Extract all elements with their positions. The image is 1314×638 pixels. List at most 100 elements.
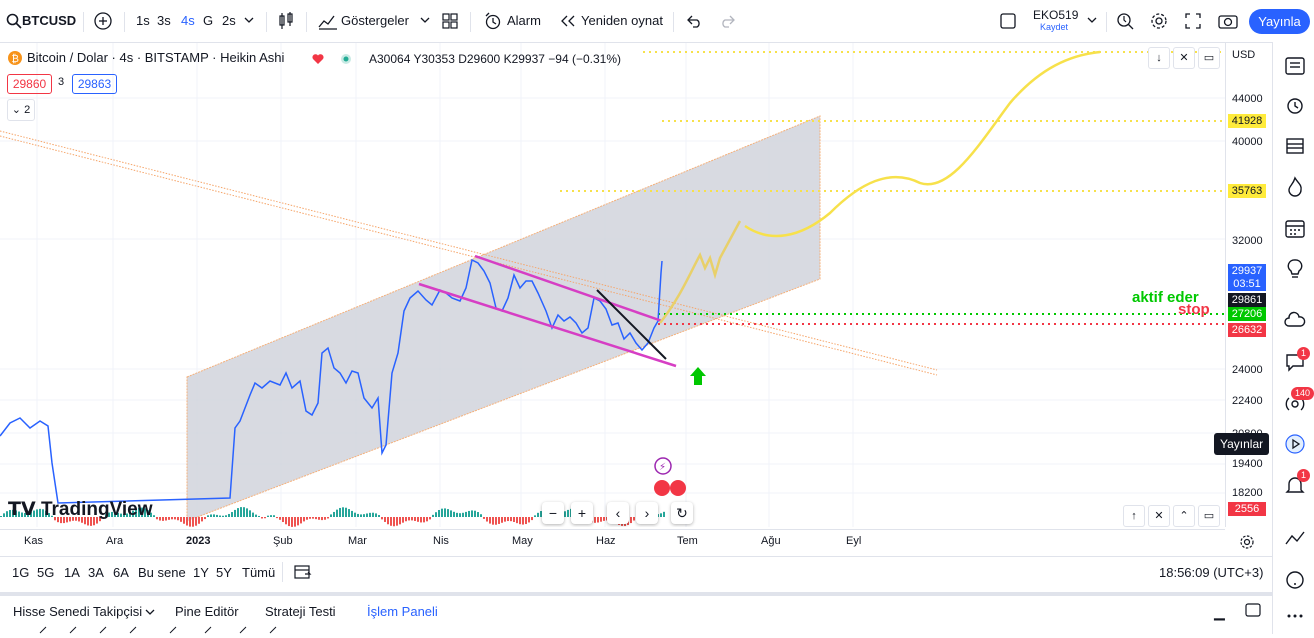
quick-search-icon[interactable] [1116, 12, 1134, 30]
ask-price[interactable]: 29863 [72, 74, 117, 94]
interval-1s[interactable]: 1s [136, 13, 150, 28]
layout-name[interactable]: EKO519 [1033, 8, 1079, 22]
heart-icon[interactable] [312, 53, 324, 65]
tab-strategy-tester[interactable]: Strateji Testi [265, 604, 336, 619]
range-5d[interactable]: 5G [37, 565, 55, 580]
range-5y[interactable]: 5Y [216, 565, 232, 580]
alarm-clock-icon[interactable] [1284, 94, 1306, 116]
indicators-button[interactable]: Göstergeler [341, 13, 409, 28]
indicator-count: 2 [24, 104, 31, 116]
interval-2s[interactable]: 2s [222, 13, 236, 28]
layout-save-label[interactable]: Kaydet [1040, 22, 1069, 32]
close-indicator-button[interactable]: ✕ [1148, 505, 1170, 527]
camera-icon[interactable] [1218, 13, 1238, 29]
oscillator-bar [45, 510, 47, 517]
chevron-down-icon[interactable] [244, 17, 254, 25]
menu-dots-icon[interactable] [1284, 605, 1306, 627]
tab-pine-editor[interactable]: Pine Editör [175, 604, 239, 619]
oscillator-bar [180, 517, 182, 522]
zoom-out-button[interactable]: − [542, 502, 564, 524]
symbol-search[interactable]: BTCUSD [22, 13, 77, 28]
search-icon[interactable] [6, 13, 22, 29]
publish-button[interactable]: Yayınla [1249, 9, 1310, 34]
pine-scripts-icon[interactable] [1284, 528, 1306, 550]
price-chart[interactable]: ⚡ [0, 43, 1225, 527]
broadcast-icon[interactable] [1284, 433, 1306, 455]
chevron-down-icon[interactable] [145, 609, 155, 617]
add-symbol-icon[interactable] [94, 12, 112, 30]
price-axis[interactable]: USD 44000 40000 32000 24000 22400 20800 … [1225, 43, 1272, 527]
collapse-indicator-button[interactable]: ⌃ [1173, 505, 1195, 527]
range-1d[interactable]: 1G [12, 565, 30, 580]
trigger-annotation[interactable]: aktif eder [1132, 289, 1199, 306]
stop-annotation[interactable]: stop [1178, 301, 1210, 318]
bid-price[interactable]: 29860 [7, 74, 52, 94]
maximize-indicator-button[interactable]: ▭ [1198, 505, 1220, 527]
tab-trading-panel[interactable]: İşlem Paneli [367, 604, 438, 619]
drawing-tools-strip[interactable] [30, 624, 1270, 634]
time-axis[interactable]: Kas Ara 2023 Şub Mar Nis May Haz Tem Ağu… [0, 529, 1254, 554]
interval-3s[interactable]: 3s [157, 13, 171, 28]
oscillator-bar [411, 517, 413, 521]
oscillator-bars [0, 507, 665, 527]
minimize-panel-icon[interactable]: ▁ [1214, 604, 1225, 620]
price-tag: 29861 [1228, 293, 1266, 307]
zoom-in-button[interactable]: + [571, 502, 593, 524]
ideas-bulb-icon[interactable] [1284, 258, 1306, 280]
reset-chart-button[interactable]: ↻ [671, 502, 693, 524]
indicators-icon[interactable] [318, 12, 338, 30]
range-ytd[interactable]: Bu sene [138, 565, 186, 580]
tab-stock-screener[interactable]: Hisse Senedi Takipçisi [13, 604, 143, 619]
maximize-pane-button[interactable]: ▭ [1198, 47, 1220, 69]
collapse-indicators-button[interactable]: ⌄ 2 [7, 99, 35, 121]
hotlists-icon[interactable] [1284, 176, 1306, 198]
chevron-down-icon[interactable] [420, 17, 430, 25]
clock[interactable]: 18:56:09 (UTC+3) [1159, 565, 1264, 580]
replay-button[interactable]: Yeniden oynat [581, 13, 663, 28]
oscillator-bar [54, 517, 56, 521]
collapse-pane-button[interactable]: ✕ [1173, 47, 1195, 69]
maximize-panel-icon[interactable] [1245, 603, 1261, 617]
scroll-down-button[interactable]: ↓ [1148, 47, 1170, 69]
chevron-down-icon[interactable] [1087, 17, 1097, 25]
time-label: Ara [106, 535, 124, 547]
oscillator-bar [393, 517, 395, 527]
calendar-icon[interactable] [1284, 217, 1306, 239]
gear-icon[interactable] [1150, 12, 1168, 30]
redo-icon[interactable] [720, 14, 736, 28]
fullscreen-icon[interactable] [1185, 13, 1201, 29]
layout-checkbox-icon[interactable] [1000, 13, 1016, 29]
oscillator-bar [363, 514, 365, 517]
replay-icon[interactable] [560, 15, 576, 27]
alarm-icon[interactable] [484, 12, 502, 30]
interval-G[interactable]: G [203, 13, 214, 28]
range-3m[interactable]: 3A [88, 565, 104, 580]
range-1y[interactable]: 1Y [193, 565, 209, 580]
oscillator-bar [165, 517, 167, 521]
oscillator-bar [450, 510, 452, 517]
series-title[interactable]: Bitcoin / Dolar · 4s · BITSTAMP · Heikin… [27, 50, 285, 65]
time-label: Mar [348, 535, 367, 547]
oscillator-bar [468, 510, 470, 517]
calendar-goto-icon[interactable] [294, 563, 312, 580]
scroll-right-button[interactable]: › [636, 502, 658, 524]
currency-label[interactable]: USD [1232, 49, 1256, 61]
chart-settings-icon[interactable] [1240, 535, 1254, 549]
scroll-left-button[interactable]: ‹ [607, 502, 629, 524]
data-window-icon[interactable] [1284, 135, 1306, 157]
oscillator-bar [414, 517, 416, 521]
alarm-button[interactable]: Alarm [507, 13, 541, 28]
undo-icon[interactable] [686, 14, 702, 28]
move-up-button[interactable]: ↑ [1123, 505, 1145, 527]
chart-pane[interactable]: ⚡ ₿ Bitcoin / Dolar · 4s · BITSTAMP · He… [0, 43, 1225, 527]
watchlist-icon[interactable] [1284, 55, 1306, 77]
templates-icon[interactable] [442, 13, 458, 29]
range-6m[interactable]: 6A [113, 565, 129, 580]
interval-4s[interactable]: 4s [181, 13, 195, 28]
oscillator-bar [78, 517, 80, 522]
chart-type-icon[interactable] [277, 11, 295, 31]
chat-cloud-icon[interactable] [1284, 310, 1306, 332]
help-icon[interactable] [1284, 569, 1306, 591]
range-all[interactable]: Tümü [242, 565, 276, 580]
range-1m[interactable]: 1A [64, 565, 80, 580]
